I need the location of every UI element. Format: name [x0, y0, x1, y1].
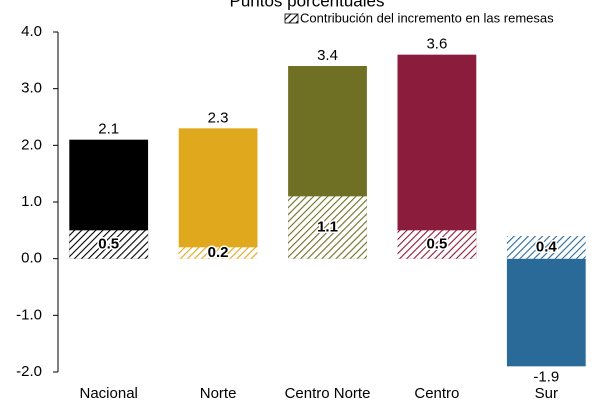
value-label: 2.1 [98, 121, 119, 138]
x-tick-label: Centro Norte [285, 385, 371, 402]
value-label: -1.9 [533, 368, 559, 385]
remittance-bar [69, 230, 149, 259]
bar [178, 128, 258, 259]
y-tick-label: 2.0 [21, 136, 42, 153]
remittance-bar [397, 230, 477, 259]
x-tick-label: Sur [535, 385, 558, 402]
remittance-bar [178, 247, 258, 259]
value-label: 3.4 [317, 47, 338, 64]
value-label: 3.6 [426, 36, 447, 53]
y-tick-label: -2.0 [16, 363, 42, 380]
value-label: 2.3 [208, 109, 229, 126]
remittance-label: 0.5 [426, 235, 447, 252]
remittance-label: 1.1 [317, 218, 338, 235]
y-tick-label: -1.0 [16, 306, 42, 323]
legend-label: Contribución del incremento en las remes… [300, 10, 554, 25]
remittance-label: 0.2 [208, 244, 229, 261]
remittance-label: 0.5 [98, 235, 119, 252]
x-tick-label: Nacional [80, 385, 138, 402]
y-tick-label: 1.0 [21, 193, 42, 210]
x-tick-label: Norte [200, 385, 237, 402]
remittance-bar [288, 196, 367, 259]
remittance-label: 0.4 [536, 238, 558, 255]
y-tick-label: 3.0 [21, 80, 42, 97]
legend-swatch [284, 13, 299, 24]
bar [397, 54, 477, 259]
x-tick-label: Centro [414, 385, 459, 402]
bar [506, 258, 586, 367]
y-tick-label: 4.0 [21, 23, 42, 40]
y-tick-label: 0.0 [21, 250, 42, 267]
remittance-bar [506, 236, 586, 259]
chart-title: Puntos porcentuales [230, 0, 385, 10]
